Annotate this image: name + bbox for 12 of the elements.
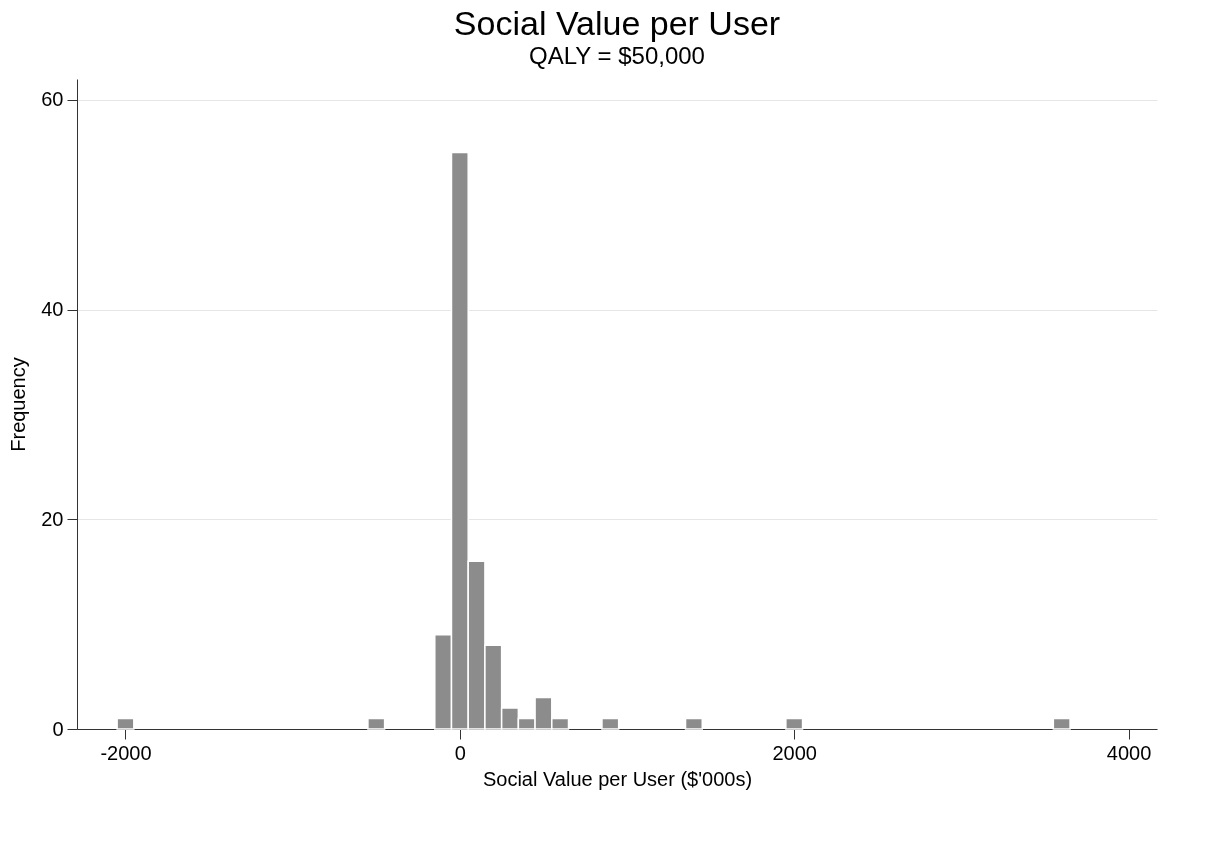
y-axis-title: Frequency [7, 357, 30, 452]
chart-subtitle: QALY = $50,000 [529, 42, 705, 69]
y-tick-label: 60 [41, 88, 64, 111]
x-tick-label: 4000 [1106, 741, 1152, 764]
y-tick-label: 20 [41, 507, 64, 530]
x-tick-label: -2000 [100, 741, 152, 764]
x-tick-label: 2000 [772, 741, 817, 764]
x-tick-label: 0 [454, 741, 466, 764]
chart-title: Social Value per User [453, 4, 781, 42]
x-axis-title: Social Value per User ($'000s) [482, 767, 753, 790]
y-tick-label: 40 [41, 298, 64, 321]
y-tick-label: 0 [52, 717, 64, 740]
